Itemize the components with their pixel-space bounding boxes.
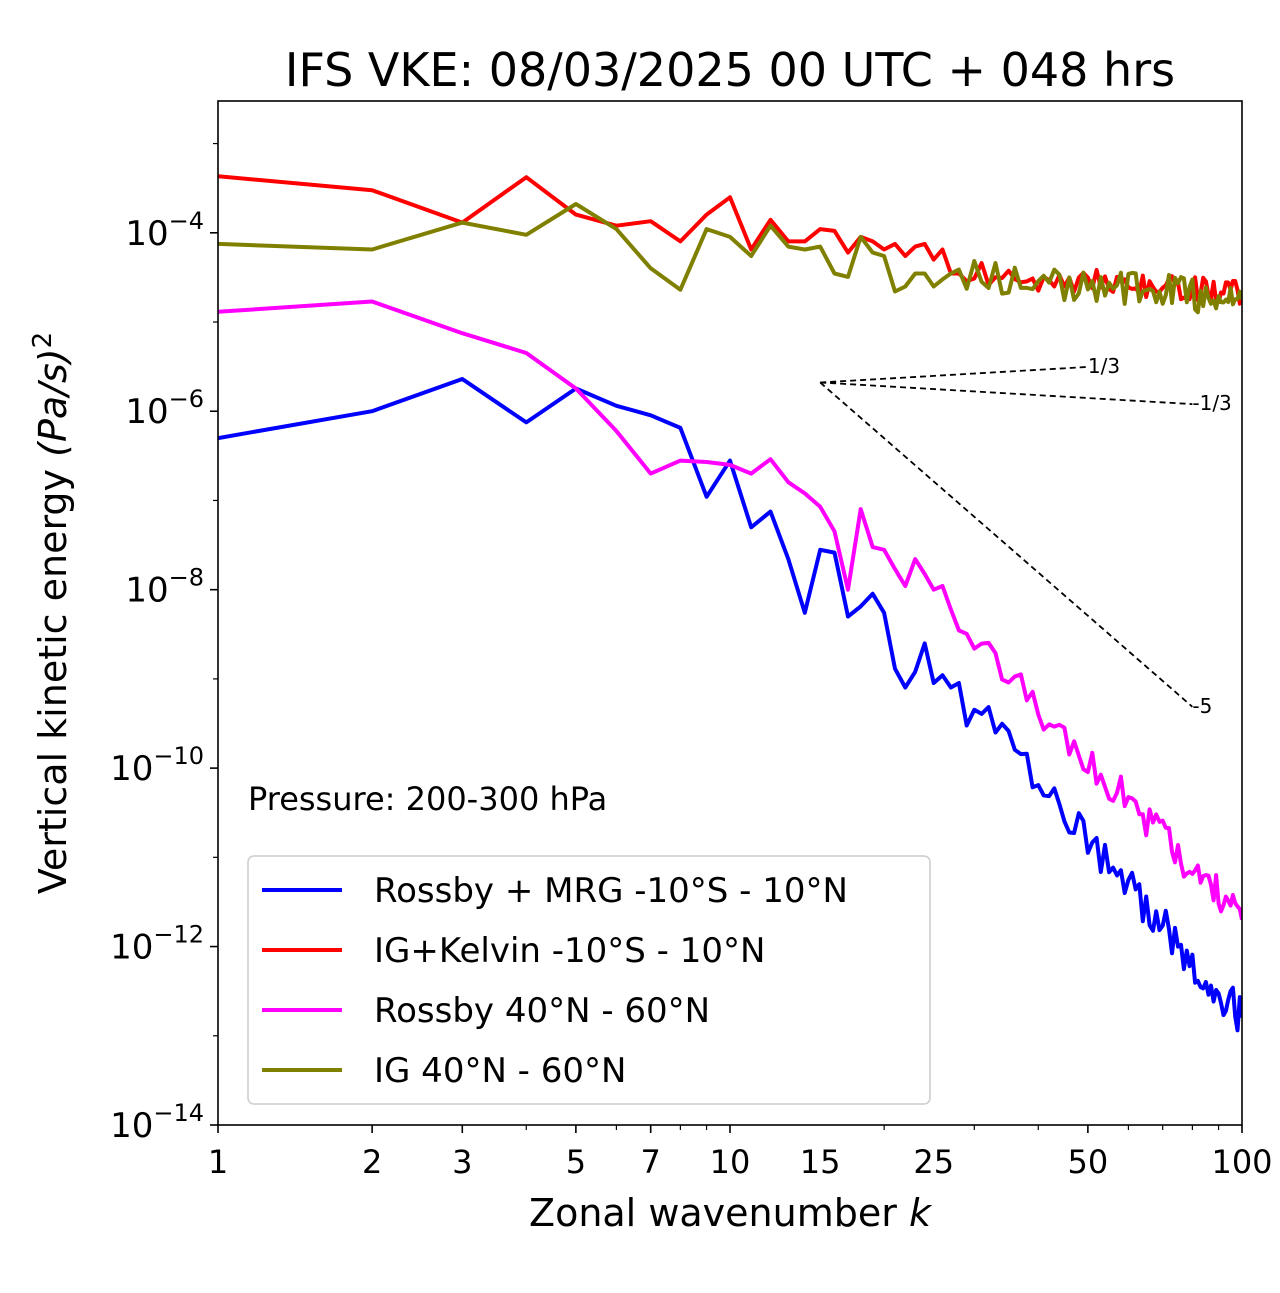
reference-slope-line [820,366,1088,384]
series-line [218,377,1242,1033]
chart-title: IFS VKE: 08/03/2025 00 UTC + 048 hrs [285,43,1175,97]
x-tick-label: 5 [566,1143,586,1181]
y-axis-label-text: Vertical kinetic energy [31,469,75,894]
y-tick-exponent: −6 [169,385,204,413]
y-tick-exponent: −8 [169,564,204,592]
y-tick-base: 10 [110,1106,153,1146]
x-axis-label-text: Zonal wavenumber [529,1191,897,1235]
y-tick-label: 10−4 [125,207,204,254]
series-line [218,202,1242,315]
legend-frame [247,855,931,1105]
x-tick-label: 2 [362,1143,382,1181]
reference-slope-line [820,381,1193,406]
legend-items: Rossby + MRG -10°S - 10°N IG+Kelvin -10°S… [262,871,848,1091]
y-tick-base: 10 [125,392,168,432]
y-tick-label: 10−8 [125,564,204,611]
x-tick-label: 7 [641,1143,661,1181]
x-tick-label: 50 [1068,1143,1109,1181]
reference-slope-lines [819,366,1193,708]
y-tick-exponent: −4 [169,207,204,235]
x-axis-label: Zonal wavenumber k [529,1191,933,1235]
legend-label: Rossby + MRG -10°S - 10°N [374,871,848,911]
x-tick-label: 100 [1211,1143,1272,1181]
legend-label: Rossby 40°N - 60°N [374,991,710,1031]
reference-slope-label: 1/3 [1088,354,1120,378]
pressure-annotation: Pressure: 200-300 hPa [248,780,607,818]
y-tick-exponent: −14 [153,1099,204,1127]
y-tick-label: 10−10 [110,742,204,789]
y-tick-exponent: −10 [153,742,204,770]
x-tick-label: 25 [913,1143,954,1181]
y-tick-exponent: −12 [153,921,204,949]
legend-label: IG 40°N - 60°N [374,1051,626,1091]
x-tick-label: 15 [800,1143,841,1181]
reference-slope-label: -5 [1192,694,1212,718]
y-axis-label-units: (Pa/s) [31,348,75,456]
reference-slope-label: -1/3 [1192,391,1231,415]
x-tick-label: 10 [710,1143,751,1181]
y-tick-label: 10−6 [125,385,204,432]
y-axis-label-exponent: 2 [28,332,58,349]
series-line [218,299,1242,921]
x-tick-label: 3 [452,1143,472,1181]
y-tick-label: 10−14 [110,1099,204,1146]
x-axis-label-variable: k [909,1191,933,1235]
reference-slope-labels: 1/3 -1/3 -5 [1088,354,1232,718]
y-tick-base: 10 [125,571,168,611]
x-tick-label: 1 [208,1143,228,1181]
y-tick-base: 10 [110,928,153,968]
series-lines [218,174,1242,1033]
legend: Rossby + MRG -10°S - 10°N IG+Kelvin -10°S… [247,855,931,1105]
legend-label: IG+Kelvin -10°S - 10°N [374,931,765,971]
y-axis-label: Vertical kinetic energy (Pa/s)2 [28,332,75,894]
x-axis-ticks: 1 2 3 5 7 10 15 25 50 100 [208,1125,1273,1181]
reference-slope-line [819,381,1193,708]
y-tick-label: 10−12 [110,921,204,968]
y-tick-base: 10 [125,214,168,254]
y-tick-base: 10 [110,749,153,789]
